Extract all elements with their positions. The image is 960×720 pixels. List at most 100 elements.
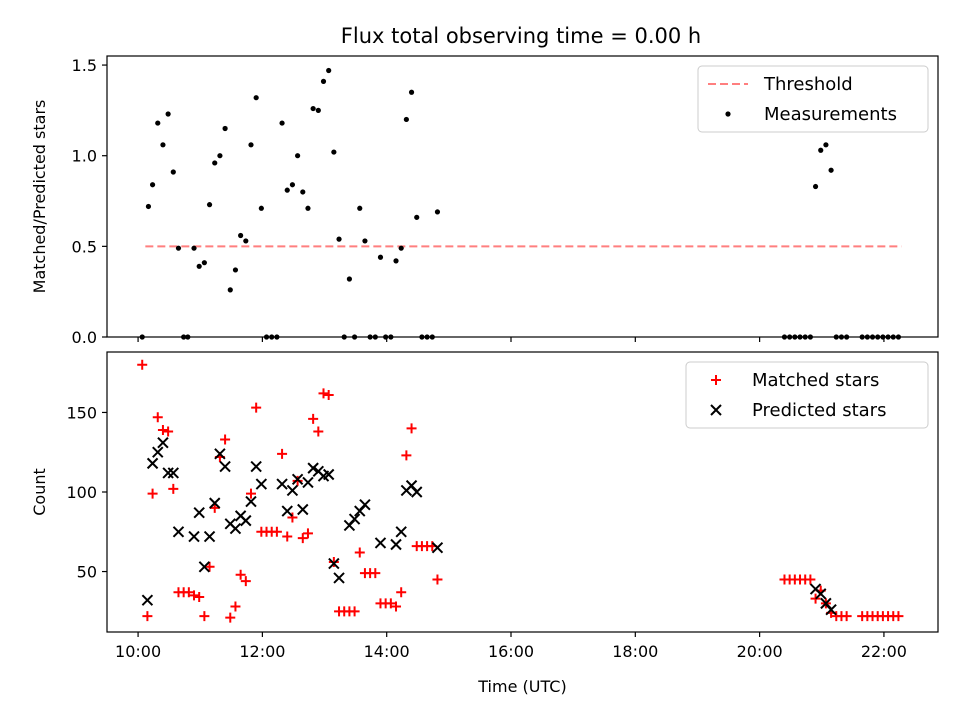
legend-matched-swatch [711,375,721,385]
matched-star-point [230,601,241,612]
matched-star-point [183,587,194,598]
measurement-point [206,202,213,208]
measurement-point [326,67,332,74]
matched-star-point [401,450,412,461]
top-panel: 0.0 0.5 1.0 1.5 Matched/Predicted stars Thres… [30,55,939,347]
matched-star-point [251,402,262,413]
x-tick-label: 22:00 [861,642,907,661]
measurement-point [305,205,311,211]
matched-star-point [328,557,339,567]
measurement-point [357,205,363,211]
predicted-star-point [431,541,444,554]
measurement-point [238,232,244,239]
measurement-point [331,149,337,155]
predicted-star-point [815,588,827,600]
measurement-point [408,89,415,95]
matched-star-point [805,574,816,585]
predicted-star-point [214,448,226,460]
predicted-star-point [162,467,174,479]
predicted-star-point [328,557,340,570]
predicted-star-point [209,497,221,509]
matched-star-point [282,531,293,542]
matched-star-point [385,598,396,609]
measurement-point [812,183,819,190]
matched-star-point [147,488,158,499]
matched-star-point [354,547,365,558]
measurement-point [155,120,161,126]
y-axis-label: Count [30,468,49,516]
figure-title: Flux total observing time = 0.00 h [341,24,701,48]
predicted-star-point [390,538,402,551]
matched-star-point [297,533,308,544]
measurement-point [398,245,404,251]
matched-star-point [391,601,402,612]
matched-star-point [271,526,282,537]
predicted-star-point [229,522,242,535]
matched-star-point [406,423,417,434]
measurement-point [818,147,824,153]
measurement-point [170,169,176,175]
measurement-point [823,142,829,148]
measurement-point [165,111,171,117]
x-axis-label: Time (UTC) [477,677,566,696]
matched-star-point [240,576,251,587]
measurement-point [289,182,296,188]
measurement-point [393,258,399,264]
predicted-star-point [291,473,304,485]
matched-star-point [277,448,288,459]
x-tick-label: 18:00 [612,642,658,661]
legend-measurement-swatch [725,111,731,117]
matched-star-point [142,611,153,622]
matched-star-point [168,483,179,494]
predicted-star-point [146,457,159,470]
y-tick-label: 0.5 [72,237,97,256]
measurement-point [362,238,368,244]
y-tick-label: 150 [66,403,97,422]
bottom-panel: 50 100 150 10:00 12:00 14:00 16:00 18:00 20:00 22… [30,351,939,696]
legend-label: Matched stars [752,370,879,391]
predicted-star-point [250,460,262,473]
measurement-point [243,238,249,244]
predicted-star-point [395,526,407,538]
y-tick-label: 1.0 [72,147,97,166]
plot-frame [106,351,939,633]
legend-box [685,361,929,429]
matched-star-point [157,424,168,435]
matched-star-point [204,561,215,572]
measurement-point [232,267,239,273]
predicted-star-point [411,486,423,498]
y-tick-label: 50 [77,563,97,582]
matched-star-point [220,434,231,445]
x-tick-label: 16:00 [488,642,534,661]
measurement-point [217,153,223,159]
matched-star-point [137,359,148,370]
predicted-star-point [193,506,205,519]
matched-star-point [396,587,407,598]
measurement-point [201,260,207,266]
predicted-star-point [286,484,299,497]
measurement-point [222,125,228,132]
matched-star-point [841,611,852,622]
matched-star-point [209,502,220,513]
predicted-star-point [188,530,200,543]
legend-label: Measurements [764,104,897,125]
measurement-point [414,214,420,220]
measurement-point [191,245,197,251]
matched-star-point [287,512,298,523]
matched-star-point [432,574,443,585]
matched-star-point [189,590,200,601]
matched-star-point [199,611,210,622]
legend-predicted-swatch [710,404,722,416]
matched-star-point [370,568,381,579]
matched-star-point [302,528,313,539]
measurement-point [279,120,285,126]
measurement-point [377,254,384,260]
matched-star-point [318,388,329,399]
legend-box [697,65,929,133]
matched-star-point [245,488,256,499]
measurement-point [295,153,301,159]
predicted-star-point [276,478,288,490]
predicted-star-point [157,436,169,449]
matched-star-point [313,426,324,437]
